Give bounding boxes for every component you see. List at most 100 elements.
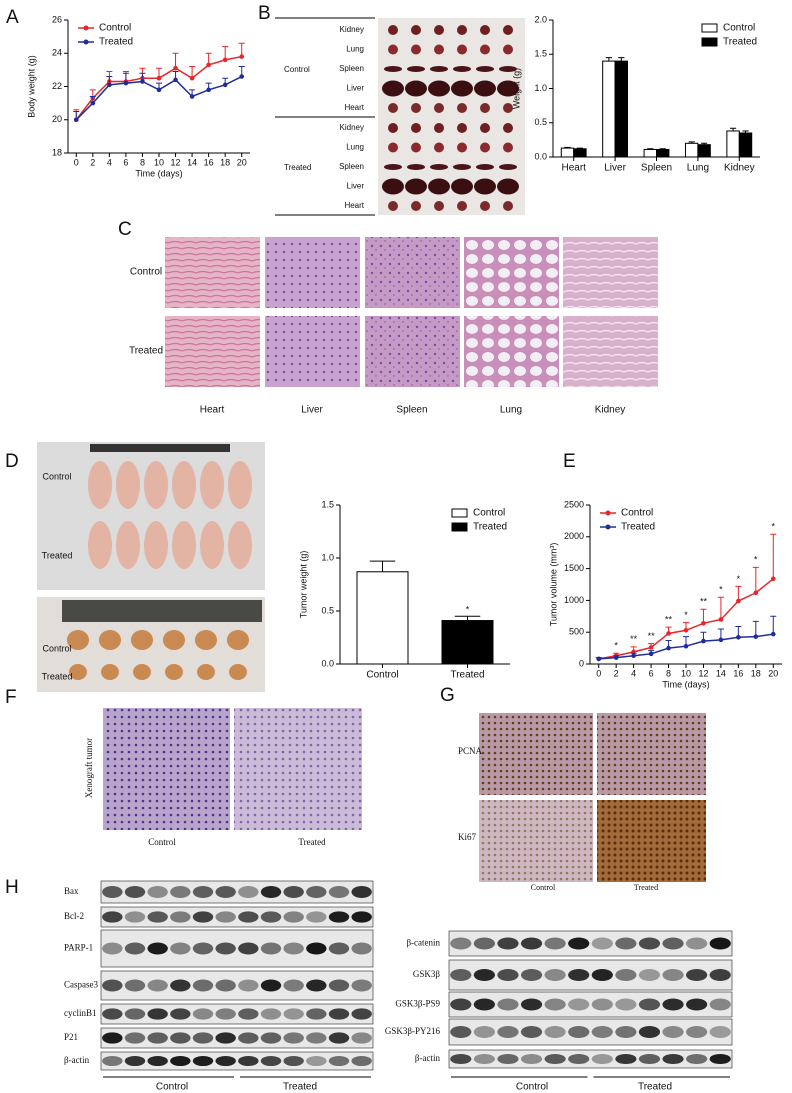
error-bar (564, 146, 571, 149)
panel-letter: A (6, 7, 19, 28)
blot-label: GSK3β-PY216 (385, 1026, 441, 1036)
data-point (107, 82, 112, 88)
significance-mark: * (772, 522, 776, 532)
blot-band (638, 1053, 661, 1065)
blot-band (260, 979, 282, 992)
blot-band (662, 937, 684, 950)
blot-band (192, 1008, 214, 1020)
error-bar (770, 615, 777, 635)
organ-specimen (503, 44, 513, 55)
blot-band (544, 998, 566, 1011)
blot-band (215, 911, 236, 923)
organ-specimen (453, 164, 471, 170)
blot-band (170, 911, 191, 923)
blot-label: Caspase3 (64, 980, 98, 990)
error-bar (454, 615, 481, 621)
blot-band (709, 937, 731, 950)
organ-specimen (499, 164, 517, 170)
column-label: Treated (634, 883, 658, 892)
organ-specimen (434, 25, 444, 35)
y-tick-label: 26 (52, 14, 62, 24)
panel-letter: F (5, 687, 17, 708)
y-tick-label: 1000 (564, 595, 584, 605)
y-tick-label: 24 (52, 48, 62, 58)
mouse (88, 461, 112, 509)
blot-band (102, 1008, 123, 1020)
blot-band (497, 969, 519, 981)
blot-band (238, 942, 259, 955)
blot-band (124, 979, 146, 992)
x-tick-label: 4 (107, 157, 112, 167)
y-tick-label: 500 (569, 627, 584, 637)
legend-swatch (701, 37, 718, 47)
blot-band (591, 969, 613, 981)
bar (684, 142, 699, 158)
blot-band (520, 937, 543, 950)
organ-specimen (388, 103, 398, 113)
blot-band (102, 942, 123, 955)
blot-band (520, 1026, 543, 1038)
tumor (165, 664, 183, 680)
organ-label: Liver (347, 182, 365, 191)
y-axis-label: Tumor volume (mm³) (548, 543, 558, 627)
blot-band (306, 886, 327, 898)
data-point (156, 87, 162, 93)
blot-band (351, 979, 372, 992)
blot-band (260, 886, 282, 898)
blot-band (283, 1055, 304, 1067)
blot-label: β-actin (64, 1055, 90, 1065)
row-label: Ki67 (458, 832, 477, 842)
error-bar (752, 620, 759, 637)
organ-specimen (476, 164, 494, 170)
tumor (197, 664, 215, 680)
x-tick-label: 6 (123, 157, 128, 167)
organ-specimen (474, 178, 496, 195)
blot-band (306, 911, 327, 923)
blot-band (662, 998, 684, 1011)
blot-band (328, 911, 350, 923)
blot-band (638, 969, 661, 981)
blot-band (215, 942, 236, 955)
data-point (683, 643, 689, 649)
blot-band (638, 1026, 661, 1038)
y-axis-label: Tumor weight (g) (298, 551, 308, 619)
organ-specimen (480, 123, 490, 133)
x-tick-label: 10 (154, 157, 164, 167)
blot-band (591, 1053, 613, 1065)
organ-specimen (451, 178, 473, 195)
organ-specimen (503, 201, 513, 211)
organ-specimen (503, 25, 513, 35)
organ-specimen (480, 25, 490, 35)
bar (656, 148, 670, 158)
y-tick-label: 20 (52, 114, 62, 124)
blot-band (638, 998, 661, 1011)
blot-band (686, 998, 708, 1011)
group-label: Control (156, 1082, 188, 1093)
blot-band (497, 937, 519, 950)
x-tick-label: Spleen (641, 163, 672, 174)
blot-band (328, 1008, 350, 1020)
blot-band (170, 886, 191, 898)
blot-band (192, 886, 214, 898)
blot-band (328, 979, 350, 992)
organ-specimen (434, 123, 444, 133)
legend-marker (605, 510, 611, 516)
organ-specimen (451, 80, 473, 97)
blot-label: PARP-1 (64, 943, 93, 953)
blot-band (615, 998, 637, 1011)
panel-letter: C (118, 219, 132, 240)
organ-label: Lung (346, 143, 364, 152)
x-tick-label: 20 (768, 668, 778, 678)
data-point (683, 627, 689, 633)
organ-specimen (503, 103, 513, 113)
blot-band (591, 937, 613, 950)
mouse (144, 521, 168, 569)
significance-mark: * (466, 605, 470, 615)
data-point (206, 87, 211, 93)
organ-specimen (503, 123, 513, 133)
blot-band (102, 1055, 123, 1067)
blot-band (686, 937, 708, 950)
organ-specimen (480, 103, 490, 113)
blot-band (192, 1055, 214, 1067)
blot-band (170, 979, 191, 992)
